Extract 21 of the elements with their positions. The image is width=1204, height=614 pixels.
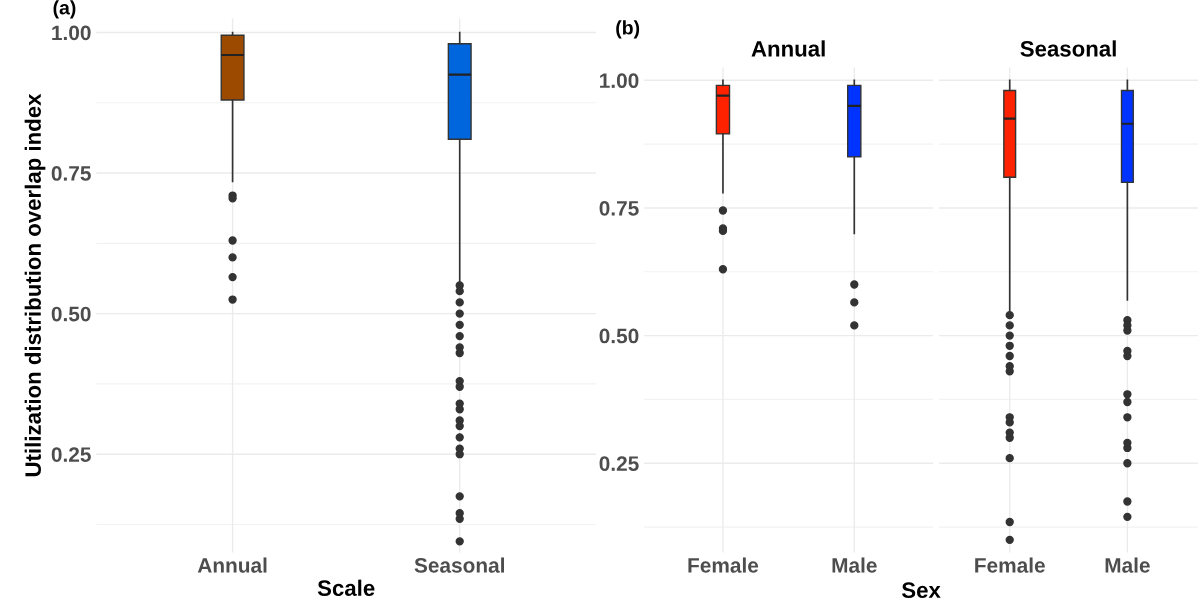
x-tick-label: Male xyxy=(1105,557,1150,573)
y-tick-label: 0.50 xyxy=(51,306,91,322)
y-tick-label: 0.25 xyxy=(599,456,639,471)
y-tick-label: 1.00 xyxy=(52,25,91,41)
text: (a) xyxy=(53,0,76,19)
y-tick-label: 0.75 xyxy=(51,166,91,181)
chart-title: Annual xyxy=(751,40,825,57)
chart-title: Seasonal xyxy=(1020,40,1116,57)
y-axis-title: Utilization distribution overlap index xyxy=(24,93,46,477)
text: (b) xyxy=(616,20,640,39)
y-tick-label: 1.00 xyxy=(600,73,639,89)
x-tick-label: Female xyxy=(688,557,759,573)
y-tick-label: 0.25 xyxy=(51,447,91,462)
x-axis-title: Scale xyxy=(317,579,375,596)
x-tick-label: Annual xyxy=(197,557,267,573)
y-tick-label: 0.50 xyxy=(599,328,639,344)
x-tick-label: Seasonal xyxy=(414,557,504,573)
x-tick-label: Male xyxy=(832,557,877,573)
x-axis-title: Sex xyxy=(901,582,941,599)
y-tick-label: 0.75 xyxy=(599,200,639,216)
x-tick-label: Female xyxy=(975,557,1045,573)
